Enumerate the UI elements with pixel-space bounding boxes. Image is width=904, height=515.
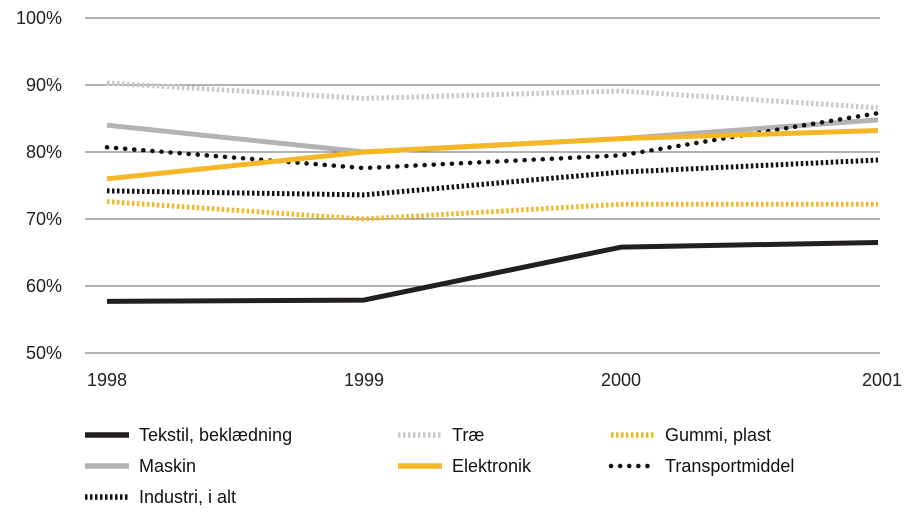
y-tick-label: 100% <box>16 8 62 28</box>
x-tick-label: 2001 <box>862 370 902 390</box>
series-line-industri-i-alt <box>106 157 879 198</box>
legend-label-maskin: Maskin <box>139 456 196 476</box>
legend-label-tekstil-beklædning: Tekstil, beklædning <box>139 425 292 445</box>
series-line-elektronik <box>106 128 879 182</box>
legend-label-industri-i-alt: Industri, i alt <box>139 487 236 507</box>
series-line-træ <box>106 80 879 111</box>
x-tick-label: 2000 <box>601 370 641 390</box>
legend-label-transportmiddel: Transportmiddel <box>665 456 794 476</box>
x-axis-labels: 1998 1999 2000 2001 <box>87 370 902 390</box>
series-lines <box>104 80 881 304</box>
series-line-transportmiddel <box>104 110 881 171</box>
y-tick-label: 50% <box>26 343 62 363</box>
y-tick-label: 80% <box>26 142 62 162</box>
y-axis-labels: 50% 60% 70% 80% 90% 100% <box>16 8 62 363</box>
series-line-gummi-plast <box>106 199 878 222</box>
gridlines <box>85 17 880 354</box>
x-tick-label: 1999 <box>344 370 384 390</box>
y-tick-label: 70% <box>26 209 62 229</box>
y-tick-label: 60% <box>26 276 62 296</box>
y-tick-label: 90% <box>26 75 62 95</box>
legend-label-træ: Træ <box>452 425 484 445</box>
series-line-tekstil-beklædning <box>106 239 879 304</box>
legend-label-gummi-plast: Gummi, plast <box>665 425 771 445</box>
legend-label-elektronik: Elektronik <box>452 456 532 476</box>
legend: Tekstil, beklædning Træ Gummi, plast Maskin… <box>85 425 794 507</box>
x-tick-label: 1998 <box>87 370 127 390</box>
